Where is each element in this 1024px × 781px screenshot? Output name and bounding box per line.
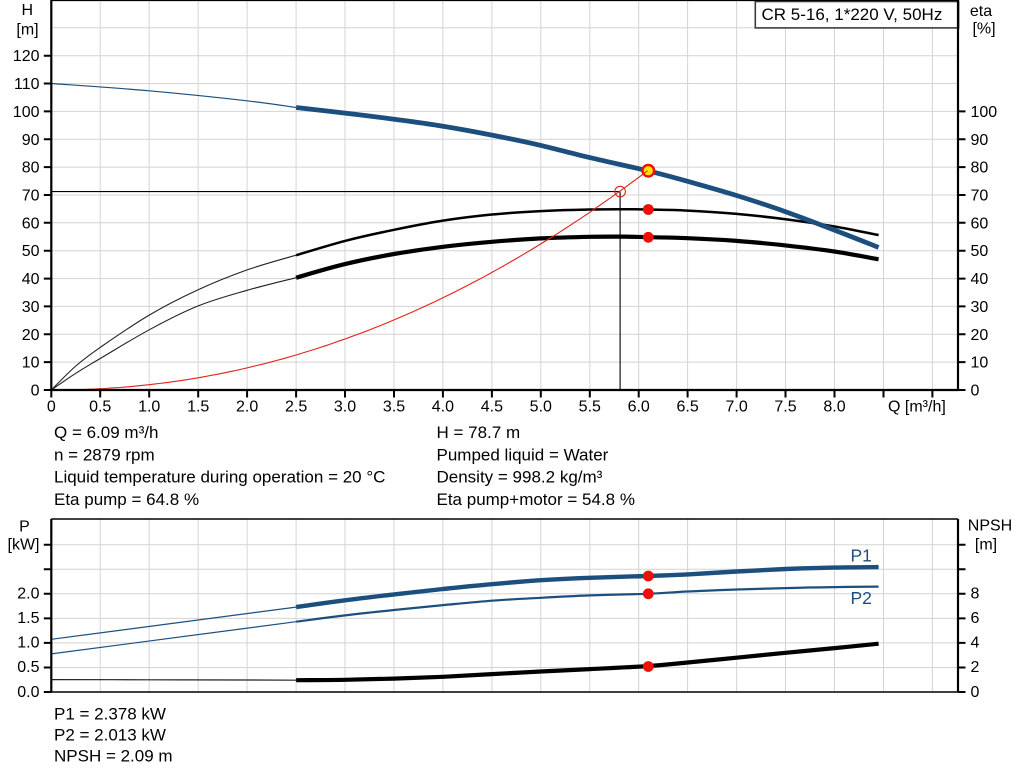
svg-text:1.0: 1.0 [17, 635, 39, 652]
svg-text:P: P [19, 519, 30, 536]
svg-text:0: 0 [971, 383, 980, 400]
svg-text:7.5: 7.5 [774, 399, 796, 416]
svg-text:50: 50 [22, 243, 40, 260]
svg-text:6: 6 [971, 610, 980, 627]
svg-text:30: 30 [22, 299, 40, 316]
svg-text:4: 4 [971, 635, 980, 652]
svg-text:Q = 6.09 m³/h: Q = 6.09 m³/h [54, 423, 158, 442]
svg-text:CR 5-16, 1*220 V, 50Hz: CR 5-16, 1*220 V, 50Hz [762, 5, 943, 24]
svg-text:0: 0 [47, 399, 56, 416]
svg-text:NPSH = 2.09 m: NPSH = 2.09 m [54, 747, 173, 766]
svg-text:20: 20 [971, 327, 989, 344]
svg-text:Eta pump = 64.8 %: Eta pump = 64.8 % [54, 490, 199, 509]
svg-text:NPSH: NPSH [968, 518, 1012, 535]
svg-text:5.0: 5.0 [530, 399, 552, 416]
svg-text:H: H [22, 2, 34, 19]
svg-text:0.0: 0.0 [17, 684, 39, 701]
svg-text:50: 50 [971, 243, 989, 260]
svg-text:2: 2 [971, 659, 980, 676]
svg-text:8.0: 8.0 [823, 399, 845, 416]
svg-text:Liquid temperature during oper: Liquid temperature during operation = 20… [54, 468, 385, 487]
svg-text:80: 80 [971, 160, 989, 177]
svg-text:P1 = 2.378 kW: P1 = 2.378 kW [54, 704, 166, 723]
svg-text:110: 110 [14, 76, 40, 93]
svg-text:0.5: 0.5 [17, 659, 39, 676]
svg-text:0.5: 0.5 [89, 399, 111, 416]
svg-text:Q [m³/h]: Q [m³/h] [888, 399, 946, 416]
svg-text:3.5: 3.5 [383, 399, 405, 416]
svg-text:2.0: 2.0 [236, 399, 258, 416]
svg-text:5.5: 5.5 [579, 399, 601, 416]
svg-text:Pumped liquid = Water: Pumped liquid = Water [437, 445, 609, 464]
svg-text:[kW]: [kW] [8, 537, 40, 554]
svg-text:90: 90 [22, 132, 40, 149]
svg-text:3.0: 3.0 [334, 399, 356, 416]
svg-text:120: 120 [13, 48, 40, 65]
svg-text:60: 60 [971, 215, 989, 232]
svg-text:60: 60 [22, 215, 40, 232]
svg-text:[m]: [m] [16, 22, 38, 39]
svg-text:6.5: 6.5 [676, 399, 698, 416]
svg-text:H = 78.7 m: H = 78.7 m [437, 423, 521, 442]
svg-text:20: 20 [22, 327, 40, 344]
svg-text:4.5: 4.5 [481, 399, 503, 416]
svg-text:0: 0 [31, 383, 40, 400]
svg-text:6.0: 6.0 [628, 399, 650, 416]
svg-text:10: 10 [971, 355, 989, 372]
svg-text:eta: eta [970, 3, 992, 20]
svg-text:Eta pump+motor = 54.8 %: Eta pump+motor = 54.8 % [437, 490, 635, 509]
svg-text:7.0: 7.0 [725, 399, 747, 416]
svg-text:8: 8 [971, 586, 980, 603]
svg-text:0: 0 [971, 684, 980, 701]
svg-text:1.5: 1.5 [17, 610, 39, 627]
svg-text:40: 40 [971, 271, 989, 288]
svg-text:40: 40 [22, 271, 40, 288]
svg-text:2.5: 2.5 [285, 399, 307, 416]
svg-text:30: 30 [971, 299, 989, 316]
svg-text:1.5: 1.5 [187, 399, 209, 416]
svg-text:P2 = 2.013 kW: P2 = 2.013 kW [54, 725, 166, 744]
svg-text:90: 90 [971, 132, 989, 149]
svg-text:[%]: [%] [972, 21, 995, 38]
svg-text:[m]: [m] [975, 537, 997, 554]
svg-text:100: 100 [13, 104, 40, 121]
svg-text:10: 10 [22, 355, 40, 372]
svg-text:100: 100 [971, 104, 998, 121]
svg-text:1.0: 1.0 [138, 399, 160, 416]
svg-text:P1: P1 [851, 546, 872, 566]
svg-text:n = 2879 rpm: n = 2879 rpm [54, 445, 155, 464]
svg-text:80: 80 [22, 160, 40, 177]
svg-text:70: 70 [22, 188, 40, 205]
svg-text:70: 70 [971, 188, 989, 205]
svg-text:Density = 998.2 kg/m³: Density = 998.2 kg/m³ [437, 468, 603, 487]
svg-text:2.0: 2.0 [17, 586, 39, 603]
svg-text:P2: P2 [851, 588, 872, 608]
svg-text:4.0: 4.0 [432, 399, 454, 416]
